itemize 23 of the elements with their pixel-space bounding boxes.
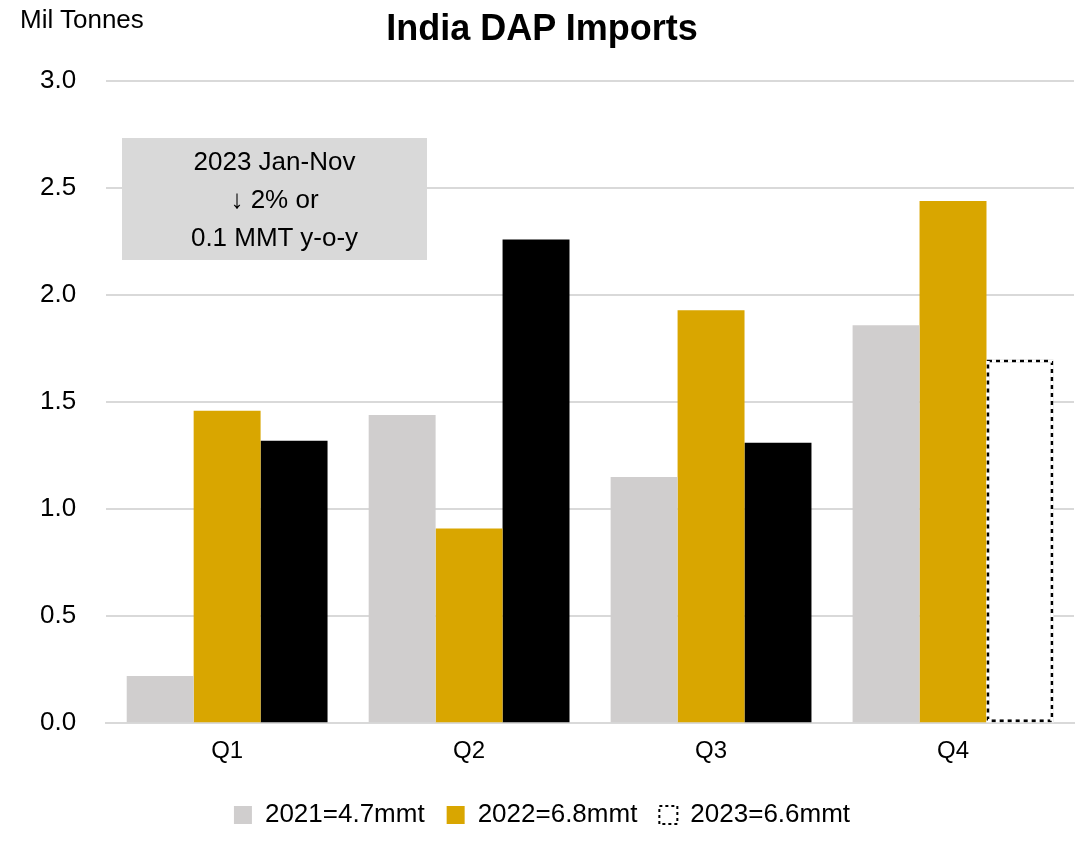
legend-label: 2021=4.7mmt bbox=[264, 798, 426, 829]
callout-box: 2023 Jan-Nov ↓ 2% or 0.1 MMT y-o-y bbox=[122, 138, 427, 260]
bar bbox=[193, 410, 261, 723]
x-tick-label: Q2 bbox=[453, 736, 486, 764]
y-tick-label: 2.0 bbox=[39, 278, 77, 309]
y-axis-title: Mil Tonnes bbox=[20, 4, 144, 35]
bar bbox=[260, 440, 328, 723]
y-tick-label: 0.0 bbox=[39, 706, 77, 737]
chart-title: India DAP Imports bbox=[386, 6, 698, 48]
y-tick-label: 2.5 bbox=[39, 171, 77, 202]
bar bbox=[677, 310, 745, 723]
bar bbox=[435, 528, 503, 723]
y-tick-label: 0.5 bbox=[39, 599, 77, 630]
y-tick-label: 3.0 bbox=[39, 64, 77, 95]
x-tick-label: Q4 bbox=[937, 736, 970, 764]
x-tick-label: Q3 bbox=[695, 736, 728, 764]
bar bbox=[744, 442, 812, 723]
y-tick-label: 1.5 bbox=[39, 385, 77, 416]
x-tick-label: Q1 bbox=[211, 736, 244, 764]
bar bbox=[502, 239, 570, 723]
legend-label: 2023=6.6mmt bbox=[690, 798, 851, 829]
y-tick-label: 1.0 bbox=[39, 492, 77, 523]
legend-label: 2022=6.8mmt bbox=[477, 798, 639, 829]
